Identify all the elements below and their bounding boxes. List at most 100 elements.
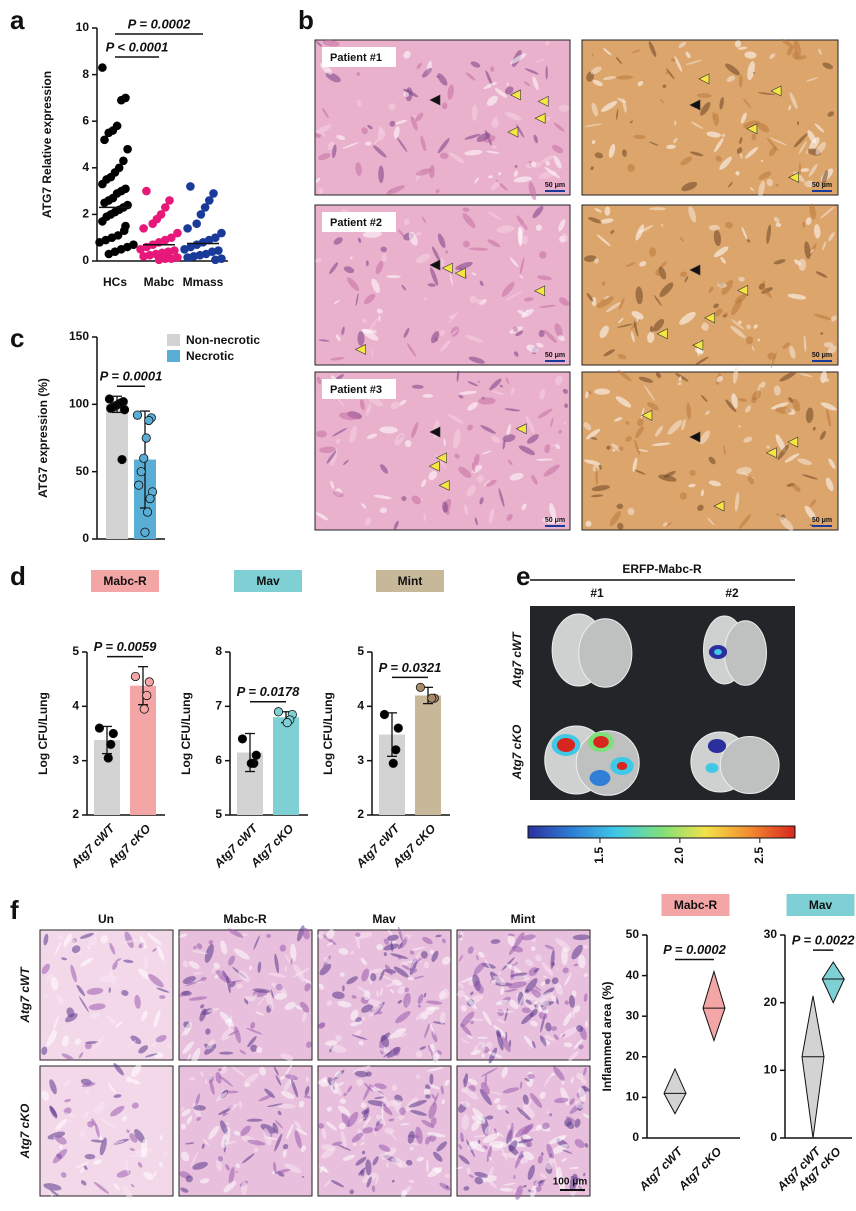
- row-label: Atg7 cKO: [510, 724, 524, 780]
- tissue-texture: [469, 247, 489, 251]
- tissue-texture: [407, 343, 417, 357]
- tissue-texture: [192, 1161, 208, 1170]
- arrowhead: [689, 99, 701, 111]
- tissue-texture: [558, 429, 562, 434]
- tissue-texture: [720, 256, 726, 264]
- tissue-texture: [713, 246, 729, 258]
- tissue-texture: [793, 133, 808, 148]
- tissue-texture: [488, 508, 495, 524]
- tissue-texture: [513, 932, 525, 949]
- tissue-texture: [192, 950, 208, 955]
- tissue-texture: [700, 489, 705, 497]
- data-point: [98, 217, 107, 226]
- tissue-texture: [813, 313, 832, 320]
- tissue-texture: [730, 325, 746, 339]
- tissue-texture: [558, 219, 566, 232]
- data-point: [123, 144, 132, 154]
- tissue-texture: [408, 1180, 415, 1183]
- tissue-texture: [319, 446, 336, 453]
- tissue-texture: [99, 1137, 107, 1156]
- tissue-texture: [274, 1133, 283, 1152]
- tissue-texture: [384, 964, 393, 976]
- tissue-texture: [384, 1127, 395, 1135]
- tissue-texture: [583, 422, 592, 431]
- tissue-texture: [383, 952, 387, 956]
- tissue-texture: [219, 1011, 231, 1023]
- arrowhead: [698, 73, 710, 85]
- data-point: [141, 433, 151, 443]
- tissue-texture: [432, 1167, 442, 1173]
- tissue-texture: [747, 61, 755, 81]
- tissue-texture: [493, 1025, 507, 1037]
- tissue-texture: [447, 84, 454, 100]
- tissue-texture: [524, 1077, 530, 1082]
- tissue-texture: [519, 257, 525, 275]
- tissue-texture: [770, 402, 789, 410]
- tissue-texture: [244, 1083, 250, 1088]
- tissue-texture: [411, 1142, 419, 1146]
- tissue-texture: [615, 56, 622, 65]
- group-tag: [91, 570, 159, 592]
- data-point: [148, 219, 157, 229]
- y-tick-label: 10: [626, 1090, 640, 1104]
- tissue-texture: [746, 336, 754, 345]
- tissue-texture: [804, 241, 811, 260]
- tissue-texture: [113, 1062, 124, 1076]
- tissue-texture: [523, 1035, 535, 1049]
- tissue-texture: [478, 397, 496, 405]
- tissue-texture: [459, 390, 478, 395]
- tissue-texture: [342, 142, 360, 149]
- tissue-texture: [266, 934, 271, 938]
- tissue-texture: [350, 1022, 358, 1027]
- tissue-texture: [819, 430, 826, 440]
- tissue-texture: [828, 458, 836, 469]
- tissue-texture: [428, 1102, 437, 1120]
- tissue-texture: [522, 1094, 529, 1105]
- tissue-texture: [679, 237, 684, 242]
- y-tick-label: 20: [626, 1049, 640, 1063]
- tissue-texture: [355, 162, 362, 176]
- tissue-texture: [461, 1101, 468, 1108]
- tissue-texture: [477, 380, 481, 384]
- tissue-texture: [536, 458, 554, 461]
- tissue-texture: [316, 430, 327, 438]
- tissue-texture: [515, 1185, 523, 1200]
- tissue-texture: [121, 939, 140, 944]
- tissue-texture: [386, 1162, 389, 1168]
- tissue-texture: [649, 207, 666, 211]
- tissue-texture: [609, 510, 621, 526]
- tissue-texture: [79, 932, 94, 939]
- tissue-texture: [41, 963, 50, 975]
- tissue-texture: [318, 1022, 326, 1028]
- data-point: [142, 507, 153, 517]
- tissue-texture: [131, 1063, 142, 1078]
- tissue-texture: [713, 303, 719, 309]
- tissue-texture: [52, 1014, 60, 1034]
- tissue-texture: [491, 117, 499, 128]
- column-label: #1: [590, 586, 604, 600]
- patient-label: Patient #2: [330, 217, 382, 229]
- tissue-texture: [558, 104, 570, 112]
- tissue-texture: [686, 402, 691, 420]
- tissue-texture: [290, 958, 293, 966]
- tissue-texture: [422, 393, 434, 398]
- tissue-texture: [362, 1127, 374, 1134]
- tissue-texture: [442, 501, 448, 513]
- tissue-texture: [335, 438, 341, 444]
- tissue-texture: [788, 397, 794, 403]
- tissue-texture: [273, 1066, 279, 1076]
- data-point: [427, 693, 437, 703]
- tissue-texture: [361, 329, 377, 334]
- tissue-texture: [533, 1000, 538, 1005]
- tissue-texture: [616, 75, 634, 80]
- tissue-texture: [681, 418, 686, 431]
- tissue-texture: [462, 240, 471, 248]
- tissue-texture: [544, 944, 555, 950]
- tissue-texture: [443, 438, 446, 447]
- tissue-texture: [445, 1185, 449, 1189]
- tissue-texture: [436, 1050, 442, 1055]
- tissue-texture: [321, 1144, 336, 1151]
- tissue-texture: [397, 1000, 403, 1004]
- tissue-texture: [734, 294, 747, 304]
- tissue-texture: [706, 131, 721, 138]
